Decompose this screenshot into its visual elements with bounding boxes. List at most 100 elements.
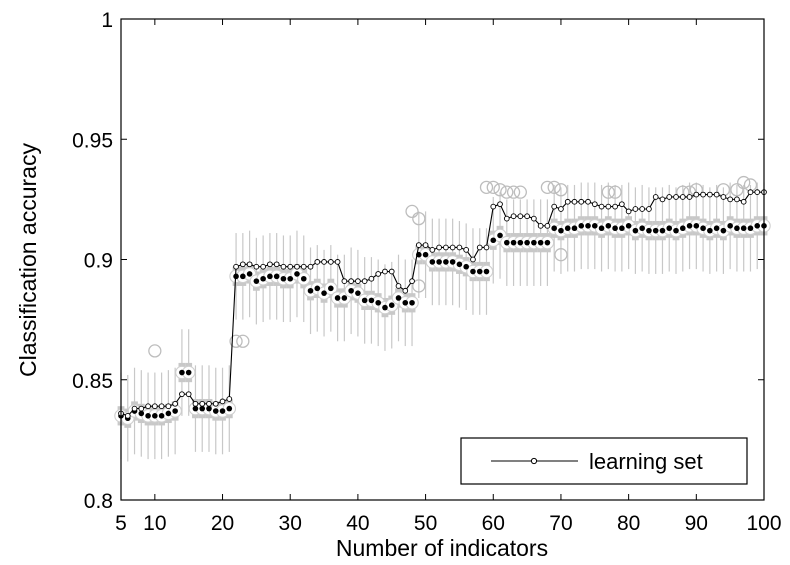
learning-set-point xyxy=(605,203,612,210)
x-tick-label: 80 xyxy=(617,512,640,535)
learning-set-point xyxy=(212,400,219,407)
learning-set-point xyxy=(456,244,463,251)
x-tick-label: 5 xyxy=(115,512,127,535)
outlier-point xyxy=(730,183,744,197)
test-point xyxy=(666,225,673,232)
learning-set-point xyxy=(375,271,382,277)
test-point xyxy=(395,295,402,301)
test-point xyxy=(388,302,395,308)
learning-set-point xyxy=(517,213,524,220)
learning-set-point xyxy=(470,256,476,263)
learning-set-point xyxy=(734,196,740,203)
learning-set-point xyxy=(158,403,165,410)
test-point xyxy=(504,239,510,246)
outlier-point xyxy=(506,185,521,199)
learning-set-point xyxy=(151,403,158,410)
test-point xyxy=(145,413,151,419)
outlier-point xyxy=(412,279,426,293)
outlier-point xyxy=(554,248,568,262)
learning-set-point xyxy=(199,400,206,407)
learning-set-point xyxy=(639,206,646,212)
test-point xyxy=(646,227,652,234)
learning-set-point xyxy=(415,242,422,248)
test-point xyxy=(700,225,706,232)
test-point xyxy=(754,223,761,229)
learning-set-point xyxy=(612,203,618,210)
outlier-point xyxy=(486,180,500,195)
test-point xyxy=(612,225,618,232)
test-point xyxy=(152,413,158,419)
learning-set-point xyxy=(233,263,239,270)
learning-set-point xyxy=(686,194,693,200)
x-tick-label: 20 xyxy=(211,512,234,535)
outlier-point xyxy=(229,334,243,348)
test-point xyxy=(463,263,469,270)
test-point xyxy=(368,297,375,304)
test-point xyxy=(740,225,747,232)
outlier-point xyxy=(236,334,250,348)
test-point xyxy=(422,251,429,258)
test-point xyxy=(652,227,659,234)
learning-set-point xyxy=(747,189,754,196)
learning-set-point xyxy=(693,191,700,198)
test-point xyxy=(321,290,327,296)
test-point xyxy=(294,271,300,277)
test-point xyxy=(246,271,253,277)
outlier-point xyxy=(540,180,555,195)
learning-set-point xyxy=(483,244,490,251)
test-point xyxy=(476,268,483,275)
test-point xyxy=(679,225,686,232)
y-tick-label: 0.85 xyxy=(72,370,113,393)
learning-set-point xyxy=(395,283,402,289)
learning-set-point xyxy=(591,201,598,208)
outlier-point xyxy=(608,185,622,199)
learning-set-point xyxy=(355,278,361,284)
learning-set-point xyxy=(219,398,226,405)
y-tick-label: 0.9 xyxy=(84,250,113,273)
outlier-point xyxy=(554,183,568,197)
learning-set-point xyxy=(287,263,294,270)
test-point xyxy=(409,299,415,306)
outlier-point xyxy=(547,180,561,195)
learning-set-point xyxy=(138,405,145,412)
test-point xyxy=(212,408,219,414)
learning-set-point xyxy=(673,194,679,200)
x-tick-label: 100 xyxy=(746,512,781,535)
outlier-point xyxy=(412,211,426,226)
learning-set-point xyxy=(429,247,436,253)
learning-set-point xyxy=(327,259,334,265)
test-point xyxy=(402,299,409,306)
learning-set-point xyxy=(659,196,666,203)
learning-set-point xyxy=(544,222,551,229)
outlier-point xyxy=(500,185,514,199)
learning-set-point xyxy=(300,263,307,270)
test-point xyxy=(693,223,700,229)
learning-set-point xyxy=(368,275,375,282)
learning-set-point xyxy=(449,244,456,251)
x-tick-label: 50 xyxy=(414,512,437,535)
test-point xyxy=(707,227,713,234)
test-point xyxy=(280,275,287,282)
test-point xyxy=(348,287,354,294)
learning-set-point xyxy=(172,400,178,407)
learning-set-point xyxy=(754,189,761,196)
learning-set-point xyxy=(443,244,449,251)
learning-set-point xyxy=(388,268,395,275)
outlier-point xyxy=(601,185,615,199)
learning-set-point xyxy=(524,213,530,220)
test-point xyxy=(571,225,578,232)
test-point xyxy=(720,227,727,234)
outlier-point xyxy=(737,175,751,190)
test-point xyxy=(172,408,178,414)
test-point xyxy=(673,227,679,234)
test-point xyxy=(267,273,273,280)
learning-set-point xyxy=(619,201,625,208)
test-point xyxy=(591,223,598,229)
learning-set-point xyxy=(422,242,429,248)
y-tick-label: 1 xyxy=(101,9,113,32)
x-axis-title: Number of indicators xyxy=(336,535,548,561)
test-point xyxy=(192,405,199,412)
learning-set-point xyxy=(436,244,442,251)
test-point xyxy=(625,223,632,229)
learning-set-point xyxy=(124,412,131,419)
